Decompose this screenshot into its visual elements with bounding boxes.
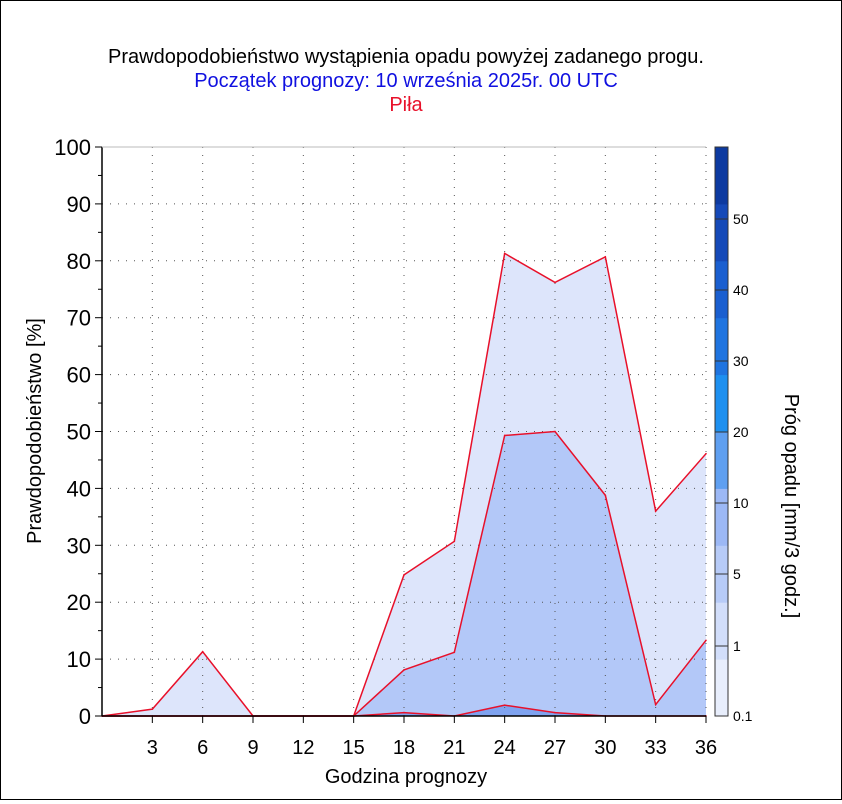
y-tick-label: 80 <box>67 249 91 274</box>
colorbar-tick-label: 20 <box>733 424 749 440</box>
data-point <box>654 510 657 512</box>
colorbar-tick-label: 40 <box>733 282 749 298</box>
data-point <box>151 708 154 710</box>
colorbar-segment <box>715 317 728 376</box>
y-tick-label: 20 <box>67 590 91 615</box>
colorbar-segment <box>715 602 728 660</box>
x-axis-label: Godzina prognozy <box>325 766 487 788</box>
colorbar: 0.1 1 5 10 20 30 40 50 <box>714 146 753 724</box>
y-tick-label: 70 <box>67 306 91 331</box>
x-tick-label: 24 <box>494 737 516 759</box>
x-tick-label: 27 <box>544 737 566 759</box>
data-point <box>705 452 707 455</box>
colorbar-tick-label: 0.1 <box>733 708 753 724</box>
plot-area <box>102 147 706 716</box>
data-point <box>503 434 506 437</box>
y-tick-label: 100 <box>54 135 91 160</box>
data-point <box>554 281 556 284</box>
y-tick-label: 50 <box>67 420 91 445</box>
location-label: Piła <box>389 94 423 116</box>
colorbar-tick-label: 1 <box>733 638 741 654</box>
y-tick-label: 90 <box>67 192 91 217</box>
series-area-2 <box>102 431 706 716</box>
colorbar-segment <box>715 147 728 205</box>
colorbar-segment <box>715 374 728 432</box>
data-point <box>503 704 506 706</box>
y-tick-label: 0 <box>79 704 91 729</box>
x-tick-label: 18 <box>393 737 415 759</box>
chart-title: Prawdopodobieństwo wystąpienia opadu pow… <box>108 46 704 68</box>
y-tick-label: 30 <box>67 533 91 558</box>
y-tick-label: 40 <box>67 476 91 501</box>
colorbar-segment <box>715 203 728 262</box>
data-point <box>604 256 607 258</box>
colorbar-segment <box>715 659 728 717</box>
chart-subtitle: Początek prognozy: 10 września 2025r. 00… <box>194 70 618 92</box>
x-tick-label: 36 <box>695 737 717 759</box>
x-tick-label: 15 <box>343 737 365 759</box>
data-point <box>201 650 204 653</box>
y-tick-label: 10 <box>67 647 91 672</box>
colorbar-segment <box>715 431 728 489</box>
colorbar-label: Próg opadu [mm/3 godz.] <box>780 394 802 619</box>
y-tick-label: 60 <box>67 363 91 388</box>
data-point <box>503 252 506 255</box>
x-tick-label: 21 <box>443 737 465 759</box>
x-tick-label: 6 <box>197 737 208 759</box>
data-point <box>705 639 707 642</box>
colorbar-tick-label: 30 <box>733 353 749 369</box>
x-tick-label: 3 <box>147 737 158 759</box>
x-tick-label: 12 <box>292 737 314 759</box>
x-tick-label: 33 <box>645 737 667 759</box>
data-point <box>453 651 456 654</box>
x-tick-label: 30 <box>594 737 616 759</box>
y-axis-label: Prawdopodobieństwo [%] <box>24 318 46 544</box>
data-point <box>554 430 556 433</box>
data-point <box>403 574 405 576</box>
data-point <box>403 711 405 714</box>
colorbar-tick-label: 10 <box>733 495 749 511</box>
x-tick-label: 9 <box>247 737 258 759</box>
colorbar-tick-label: 50 <box>733 211 749 227</box>
colorbar-segment <box>715 488 728 546</box>
data-point <box>453 540 456 543</box>
colorbar-tick-label: 5 <box>733 566 741 582</box>
data-point <box>604 494 607 497</box>
data-point <box>554 711 556 714</box>
data-point <box>403 669 405 671</box>
data-point <box>654 703 657 706</box>
